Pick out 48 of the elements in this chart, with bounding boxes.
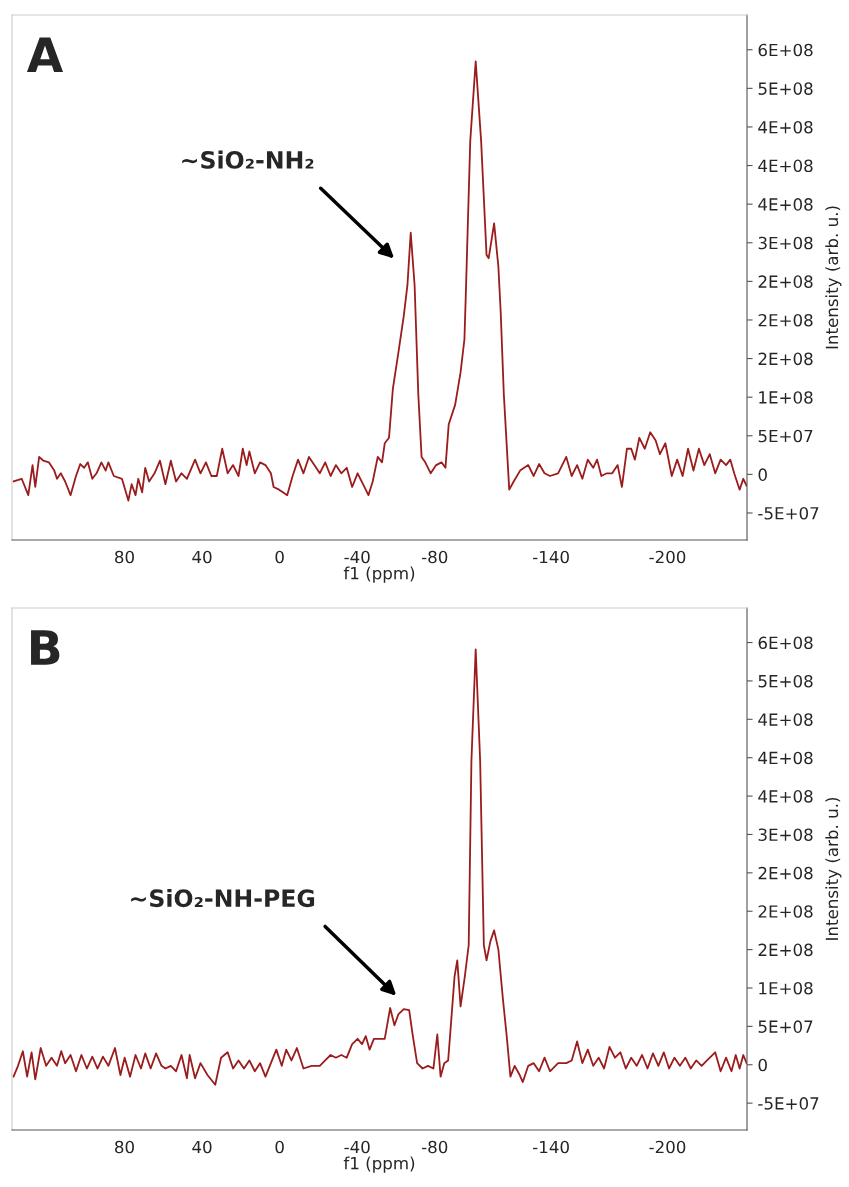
y-tick-label: -5E+07	[758, 506, 819, 520]
y-tick-label: 4E+08	[758, 790, 813, 803]
x-tick-label: 0	[275, 1140, 284, 1154]
y-axis-title: Intensity (arb. u.)	[825, 206, 842, 349]
y-tick-label: 2E+08	[758, 866, 813, 880]
x-tick-label: -80	[421, 550, 448, 564]
x-tick-label: 40	[192, 550, 212, 564]
y-tick-label: 2E+08	[758, 352, 813, 366]
y-tick-label: 2E+08	[758, 275, 813, 288]
y-tick-label: 3E+08	[758, 828, 813, 842]
y-tick-label: 2E+08	[758, 943, 813, 957]
x-tick-label: 40	[192, 1140, 212, 1154]
y-axis-title: Intensity (arb. u.)	[825, 797, 842, 940]
y-tick-label: 1E+08	[759, 391, 813, 404]
x-tick-label: -140	[533, 550, 569, 564]
y-tick-label: 0	[758, 468, 767, 481]
y-tick-label: 4E+08	[758, 159, 813, 173]
x-tick-label: -140	[533, 1140, 569, 1154]
y-tick-label: 4E+08	[758, 198, 813, 211]
y-tick-label: 2E+08	[758, 313, 813, 327]
annotation: ~SiO₂-NH-PEG	[131, 888, 315, 908]
x-tick-label: -80	[421, 1140, 448, 1154]
y-tick-label: 6E+08	[758, 43, 813, 57]
x-tick-label: 80	[115, 1140, 134, 1154]
y-tick-label: 5E+07	[758, 1020, 813, 1033]
x-axis-title: f1 (ppm)	[343, 1156, 415, 1173]
y-tick-label: 4E+08	[758, 713, 813, 726]
chart-title: B	[31, 630, 60, 665]
x-tick-label: -40	[344, 550, 370, 564]
x-tick-label: 80	[115, 550, 134, 564]
y-tick-label: 2E+08	[758, 905, 813, 918]
y-tick-label: 4E+08	[758, 120, 813, 134]
y-tick-label: 5E+07	[758, 429, 813, 443]
y-tick-label: 3E+08	[758, 236, 813, 250]
chart-title: A	[26, 37, 64, 72]
y-tick-label: 6E+08	[758, 636, 813, 650]
x-tick-label: -200	[649, 1140, 686, 1154]
y-tick-label: 5E+08	[758, 674, 813, 688]
y-tick-label: -5E+07	[758, 1097, 819, 1110]
y-tick-label: 1E+08	[759, 981, 813, 995]
x-tick-label: 0	[275, 550, 284, 564]
x-tick-label: -40	[344, 1140, 370, 1154]
y-tick-label: 0	[758, 1058, 767, 1072]
y-tick-label: 5E+08	[758, 82, 813, 95]
y-tick-label: 4E+08	[758, 751, 813, 765]
annotation: ~SiO₂-NH₂	[182, 150, 314, 169]
x-axis-title: f1 (ppm)	[343, 566, 415, 583]
x-tick-label: -200	[649, 550, 686, 564]
